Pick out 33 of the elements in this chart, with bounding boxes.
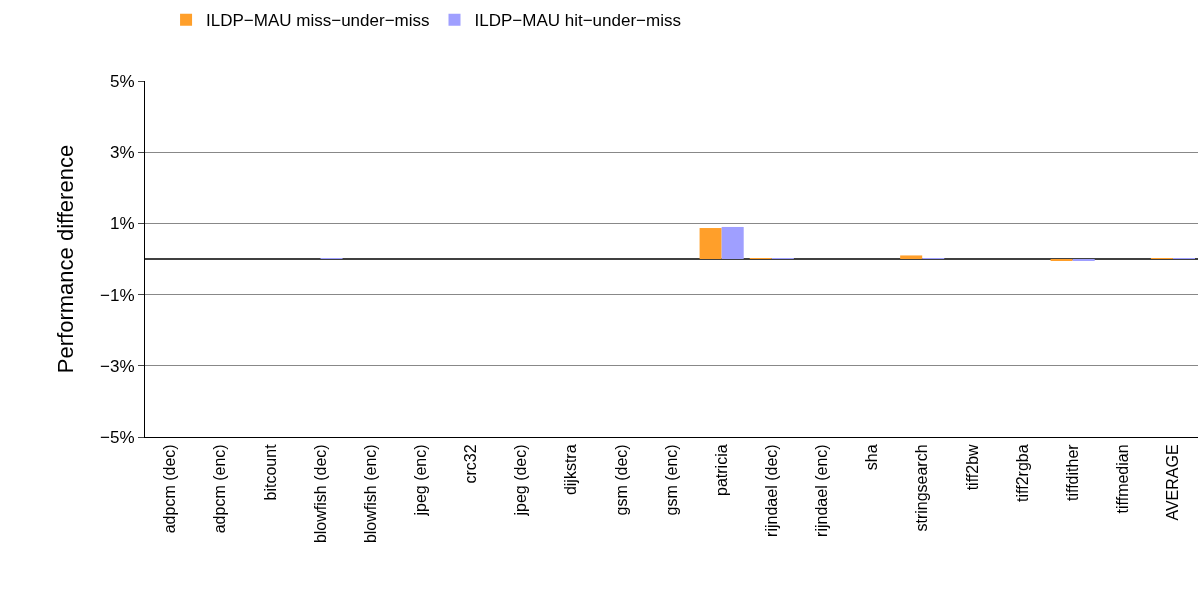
x-tick-label: gsm (enc) (662, 444, 680, 516)
x-tick-label: blowfish (dec) (311, 444, 329, 544)
bar (721, 226, 744, 259)
x-tick-label: adpcm (dec) (161, 444, 179, 534)
legend-label: ILDP−MAU hit−under−miss (474, 11, 681, 31)
legend-label: ILDP−MAU miss−under−miss (206, 11, 430, 31)
y-tick-label: 3% (110, 143, 135, 163)
y-tick-label: 1% (110, 214, 135, 234)
x-tick-label: jpeg (enc) (411, 444, 429, 517)
x-tick-label: sha (863, 444, 881, 471)
x-tick-label: jpeg (dec) (512, 444, 530, 517)
x-tick-label: adpcm (enc) (211, 444, 229, 534)
x-tick-label: patricia (712, 444, 730, 496)
x-tick-label: crc32 (462, 444, 480, 484)
x-tick-label: blowfish (enc) (361, 444, 379, 544)
x-tick-label: rijndael (enc) (813, 444, 831, 537)
bar (900, 255, 923, 259)
x-tick-label: tiff2bw (963, 443, 981, 491)
x-tick-label: gsm (dec) (612, 444, 630, 516)
x-tick-label: rijndael (dec) (762, 444, 780, 537)
x-tick-label: tiff2rgba (1013, 444, 1031, 502)
y-tick-label: 5% (110, 71, 135, 91)
x-tick-label: tiffmedian (1113, 444, 1131, 514)
y-tick-label: −5% (100, 427, 135, 447)
x-tick-label: bitcount (261, 443, 279, 501)
x-tick-label: dijkstra (562, 444, 580, 496)
x-tick-label: tiffdither (1063, 443, 1081, 502)
x-tick-label: AVERAGE (1164, 444, 1182, 521)
x-tick-label: stringsearch (913, 444, 931, 532)
y-axis-title: Performance difference (52, 144, 78, 374)
bar (699, 228, 722, 259)
y-tick-label: −1% (100, 285, 135, 305)
y-tick-label: −3% (100, 356, 135, 376)
